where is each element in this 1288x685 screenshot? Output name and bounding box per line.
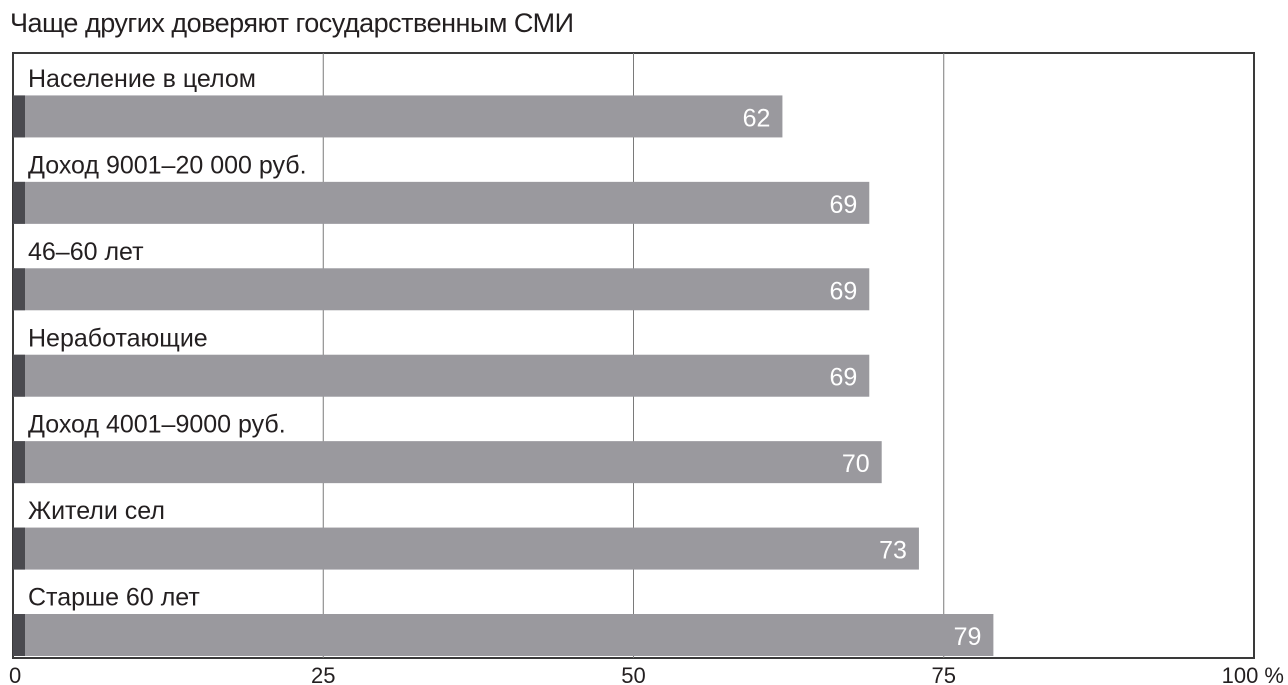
- bar: [13, 268, 870, 311]
- chart-title: Чаще других доверяют государственным СМИ: [10, 8, 574, 38]
- bar: [13, 95, 783, 138]
- value-label: 79: [954, 623, 982, 651]
- bar-row: Жители сел 73: [13, 497, 919, 570]
- bar-row: Доход 4001–9000 руб. 70: [13, 411, 882, 484]
- value-label: 69: [829, 364, 857, 392]
- category-label: Доход 9001–20 000 руб.: [28, 151, 307, 179]
- bar-row: 46–60 лет 69: [13, 238, 870, 311]
- category-label: Жители сел: [28, 497, 165, 525]
- bar-edge-marker: [13, 527, 25, 570]
- value-label: 73: [879, 537, 907, 565]
- bar-edge-marker: [13, 95, 25, 138]
- category-label: 46–60 лет: [28, 238, 144, 266]
- bar: [13, 354, 870, 397]
- bar-edge-marker: [13, 441, 25, 484]
- bar: [13, 614, 994, 656]
- category-label: Доход 4001–9000 руб.: [28, 411, 286, 439]
- bar-row: Неработающие 69: [13, 324, 870, 397]
- bar: [13, 527, 919, 570]
- bar-edge-marker: [13, 181, 25, 224]
- x-tick-label: 0: [9, 663, 21, 685]
- bar-row: Население в целом 62: [13, 65, 783, 138]
- category-label: Неработающие: [28, 324, 208, 352]
- category-label: Старше 60 лет: [28, 584, 200, 612]
- x-tick-label: 50: [621, 663, 645, 685]
- bar-edge-marker: [13, 268, 25, 311]
- bar: [13, 181, 870, 224]
- bar-edge-marker: [13, 354, 25, 397]
- x-tick-label: 75: [932, 663, 956, 685]
- value-label: 70: [842, 450, 870, 478]
- bar-row: Старше 60 лет 79: [13, 584, 994, 656]
- category-label: Население в целом: [28, 65, 256, 93]
- x-axis-ticks: 0 25 50 75 100 %: [9, 663, 1284, 685]
- bar-row: Доход 9001–20 000 руб. 69: [13, 151, 870, 224]
- bar-edge-marker: [13, 614, 25, 656]
- value-label: 62: [743, 104, 771, 132]
- bar: [13, 441, 882, 484]
- value-label: 69: [829, 277, 857, 305]
- x-tick-label: 100 %: [1222, 663, 1284, 685]
- x-tick-label: 25: [311, 663, 335, 685]
- bars: Население в целом 62 Доход 9001–20 000 руб…: [13, 65, 994, 656]
- value-label: 69: [829, 191, 857, 219]
